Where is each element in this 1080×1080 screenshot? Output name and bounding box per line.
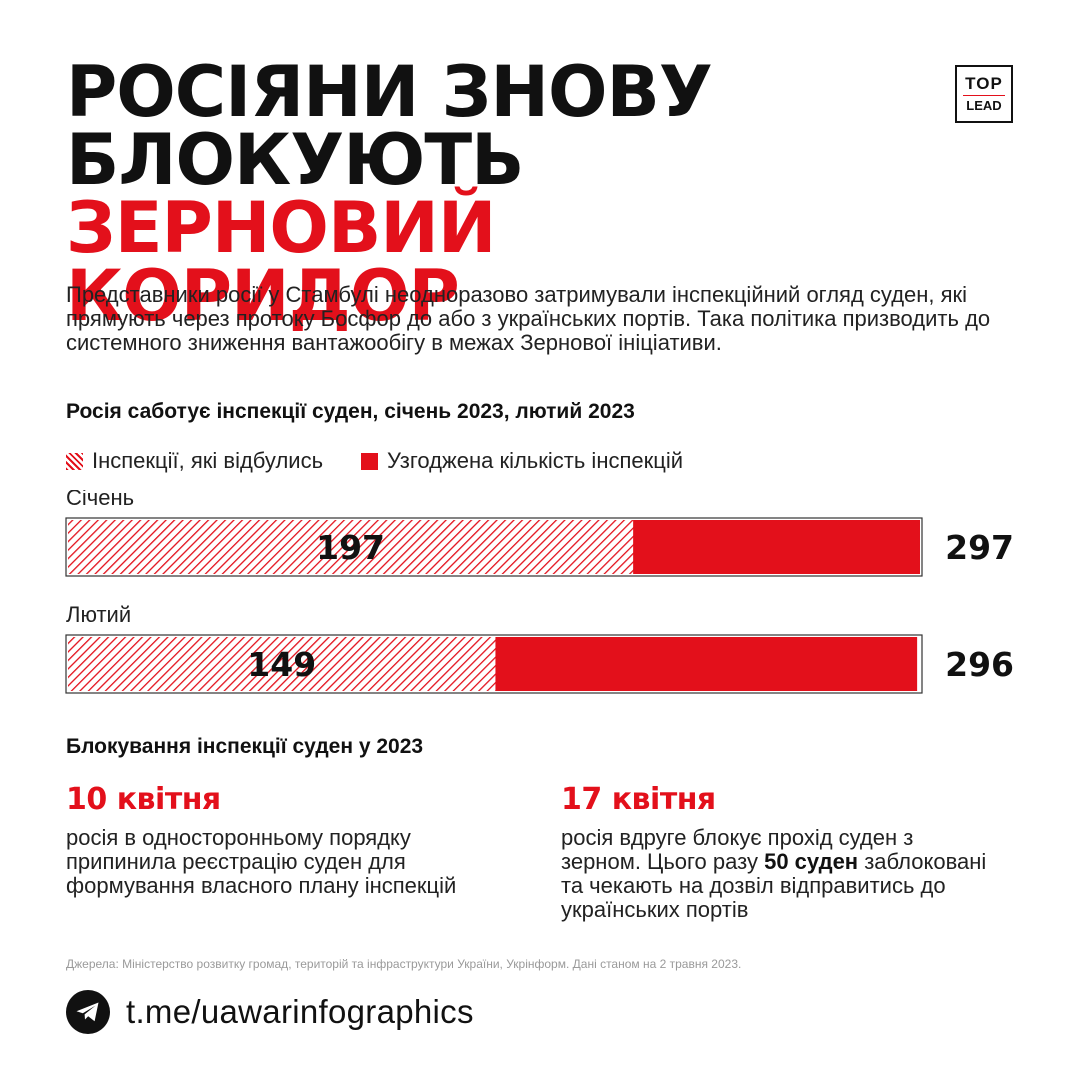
logo-divider [963,94,1005,97]
event-description-part: заблоковані та чекають на дозвіл відправ… [561,849,987,922]
headline-line-2-accent: ЗЕРНОВИЙ [66,187,496,269]
headline: РОСІЯНИ ЗНОВУ БЛОКУЮТЬ ЗЕРНОВИЙ КОРИДОР [66,57,966,331]
bar-occurred-inspections [68,637,496,691]
value-label-agreed: 297 [945,528,1014,567]
category-label: Січень [66,490,134,510]
telegram-icon [66,990,110,1034]
event-description: росія в односторонньому порядку припинил… [66,825,457,898]
top-lead-logo: TOP LEAD [955,65,1013,123]
telegram-channel-link[interactable]: t.me/uawarinfographics [126,993,474,1030]
headline-line-3-accent: КОРИДОР [66,255,460,337]
event-april-17: 17 квітня росія вдруге блокує прохід суд… [561,782,991,922]
headline-line-1: РОСІЯНИ ЗНОВУ [66,51,713,133]
legend-swatch-solid [361,452,379,470]
chart-title: Росія саботує інспекції суден, січень 20… [66,400,635,423]
footer: t.me/uawarinfographics [66,989,474,1035]
event-april-10: 10 квітня росія в односторонньому порядк… [66,782,496,898]
legend-label-occurred: Інспекції, які відбулись [92,448,324,473]
category-label: Лютий [66,602,131,627]
sources-note: Джерела: Міністерство розвитку громад, т… [66,957,742,971]
event-date: 10 квітня [66,782,221,817]
headline-line-2: БЛОКУЮТЬ [66,119,524,201]
legend-item-agreed: Узгоджена кількість інспекцій [361,448,683,474]
legend-swatch-hatched [66,452,83,470]
event-description: росія вдруге блокує прохід суден з зерно… [561,826,991,922]
blocking-title: Блокування інспекції суден у 2023 [66,735,424,758]
value-label-occurred: 149 [247,645,316,684]
chart-legend: Інспекції, які відбулись Узгоджена кільк… [66,447,721,475]
event-description-highlight: 50 суден [764,849,859,874]
event-date: 17 квітня [561,782,716,817]
legend-item-occurred: Інспекції, які відбулись [66,448,323,474]
logo-bottom-text: LEAD [966,98,1002,114]
logo-top-text: TOP [965,73,1003,93]
intro-paragraph: Представники росії у Стамбулі неодноразо… [66,282,991,355]
legend-label-agreed: Узгоджена кількість інспекцій [387,448,684,473]
value-label-agreed: 296 [945,645,1014,684]
bar-occurred-inspections [68,520,634,574]
event-description-part: росія вдруге блокує прохід суден з зерно… [561,825,914,874]
bar-chart: Січень 197 297 Лютий 149 296 [65,490,1014,694]
value-label-occurred: 197 [316,528,385,567]
